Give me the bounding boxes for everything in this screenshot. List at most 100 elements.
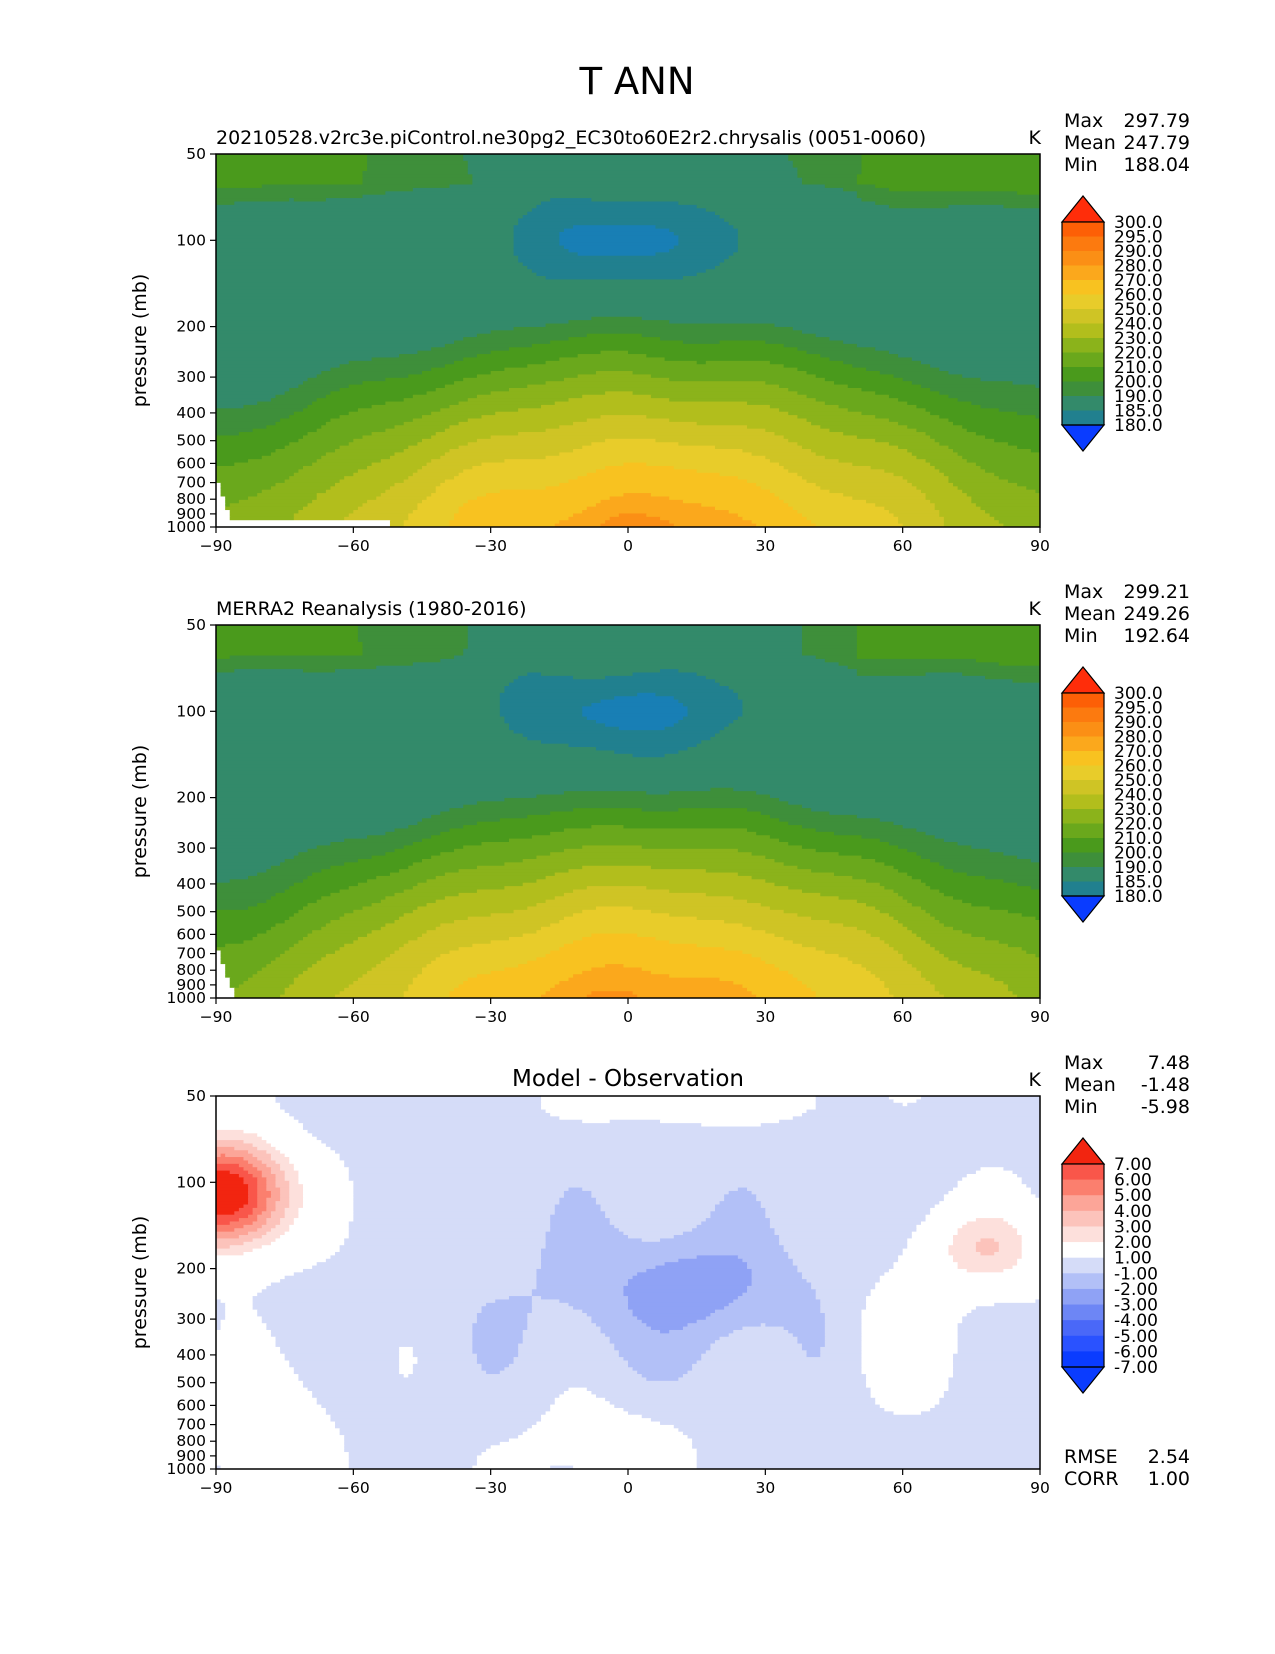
y-tick-label: 400 <box>176 404 206 422</box>
colorbar-label: 280.0 <box>1114 728 1163 748</box>
colorbar-label: 220.0 <box>1114 344 1163 364</box>
stat-label: Max <box>1064 110 1103 132</box>
y-tick-label: 50 <box>186 616 206 634</box>
x-tick-label: −30 <box>474 537 507 555</box>
stat-label: Mean <box>1064 132 1116 154</box>
stat-value: 247.79 <box>1124 132 1190 154</box>
y-tick-label: 300 <box>176 1310 206 1328</box>
colorbar-label: 290.0 <box>1114 713 1163 733</box>
x-tick-label: 90 <box>1030 1008 1050 1026</box>
y-tick-label: 500 <box>176 432 206 450</box>
x-tick-label: 0 <box>623 537 633 555</box>
y-tick-label: 200 <box>176 318 206 336</box>
colorbar-label: -3.00 <box>1114 1296 1158 1316</box>
y-tick-label: 600 <box>176 454 206 472</box>
units-label: K <box>1029 127 1042 149</box>
y-tick-label: 900 <box>176 976 206 994</box>
field-1 <box>216 154 1040 527</box>
units-label: K <box>1029 1069 1042 1091</box>
stat-label: CORR <box>1064 1468 1119 1490</box>
colorbar-label: 295.0 <box>1114 699 1163 719</box>
stat-label: Max <box>1064 581 1103 603</box>
stat-label: Mean <box>1064 603 1116 625</box>
colorbar-label: 260.0 <box>1114 286 1163 306</box>
y-axis-label: pressure (mb) <box>129 745 151 879</box>
y-tick-label: 700 <box>176 1416 206 1434</box>
stat-label: Min <box>1064 625 1098 647</box>
stat-label: Min <box>1064 1096 1098 1118</box>
y-tick-label: 600 <box>176 925 206 943</box>
colorbar-label: 230.0 <box>1114 329 1163 349</box>
panel-2: MERRA2 Reanalysis (1980-2016) K −90 −60 −30 0… <box>129 581 1190 1026</box>
y-tick-label: 50 <box>186 145 206 163</box>
y-tick-label: 600 <box>176 1396 206 1414</box>
x-tick-label: −90 <box>200 1479 233 1497</box>
x-tick-label: −90 <box>200 537 233 555</box>
stat-label: RMSE <box>1064 1446 1118 1468</box>
colorbar-label: 270.0 <box>1114 271 1163 291</box>
y-tick-label: 700 <box>176 474 206 492</box>
x-tick-label: −30 <box>474 1008 507 1026</box>
panel-title: 20210528.v2rc3e.piControl.ne30pg2_EC30to… <box>216 127 926 149</box>
panel-title: MERRA2 Reanalysis (1980-2016) <box>216 598 527 620</box>
colorbar-label: 300.0 <box>1114 213 1163 233</box>
stat-value: 1.00 <box>1148 1468 1190 1490</box>
y-tick-label: 1000 <box>167 518 206 536</box>
colorbar-label: 260.0 <box>1114 757 1163 777</box>
colorbar-label: 250.0 <box>1114 771 1163 791</box>
colorbar-label: 180.0 <box>1114 887 1163 907</box>
colorbar-label: 5.00 <box>1114 1186 1152 1206</box>
colorbar-label: 230.0 <box>1114 800 1163 820</box>
stat-value: 188.04 <box>1124 154 1190 176</box>
stat-value: 7.48 <box>1148 1052 1190 1074</box>
stat-value: 2.54 <box>1148 1446 1190 1468</box>
colorbar-label: 185.0 <box>1114 402 1163 422</box>
units-label: K <box>1029 598 1042 620</box>
x-tick-label: −60 <box>337 537 370 555</box>
y-tick-label: 1000 <box>167 1460 206 1478</box>
x-tick-label: 30 <box>755 537 775 555</box>
colorbar-label: -1.00 <box>1114 1264 1158 1284</box>
colorbar-label: 295.0 <box>1114 228 1163 248</box>
y-tick-label: 400 <box>176 1346 206 1364</box>
x-tick-label: 30 <box>755 1008 775 1026</box>
colorbar-label: 270.0 <box>1114 742 1163 762</box>
colorbar-label: 3.00 <box>1114 1217 1152 1237</box>
x-tick-label: 60 <box>893 1008 913 1026</box>
colorbar: 300.0295.0290.0280.0270.0260.0250.0240.0… <box>1060 666 1163 923</box>
colorbar: 300.0295.0290.0280.0270.0260.0250.0240.0… <box>1060 195 1163 452</box>
y-tick-label: 100 <box>176 1173 206 1191</box>
field-3 <box>216 1096 1040 1469</box>
colorbar-label: 185.0 <box>1114 873 1163 893</box>
stat-value: 249.26 <box>1124 603 1190 625</box>
panel-3: Model - Observation K −90 −60 −30 0 30 60 90 50 10… <box>129 1052 1190 1497</box>
y-tick-label: 800 <box>176 490 206 508</box>
panel-title: Model - Observation <box>512 1066 744 1092</box>
colorbar-label: 300.0 <box>1114 684 1163 704</box>
colorbar-label: 7.00 <box>1114 1155 1152 1175</box>
y-tick-label: 100 <box>176 702 206 720</box>
colorbar-label: 200.0 <box>1114 373 1163 393</box>
colorbar-label: 240.0 <box>1114 315 1163 335</box>
y-tick-label: 200 <box>176 789 206 807</box>
y-tick-label: 300 <box>176 839 206 857</box>
x-tick-label: −90 <box>200 1008 233 1026</box>
y-tick-label: 900 <box>176 505 206 523</box>
colorbar-label: -2.00 <box>1114 1280 1158 1300</box>
x-tick-label: −60 <box>337 1008 370 1026</box>
x-tick-label: −60 <box>337 1479 370 1497</box>
colorbar-label: 4.00 <box>1114 1202 1152 1222</box>
colorbar-label: 240.0 <box>1114 786 1163 806</box>
x-tick-label: 0 <box>623 1479 633 1497</box>
x-tick-label: 30 <box>755 1479 775 1497</box>
y-tick-label: 50 <box>186 1087 206 1105</box>
colorbar-label: -4.00 <box>1114 1311 1158 1331</box>
colorbar-label: 190.0 <box>1114 387 1163 407</box>
stat-label: Max <box>1064 1052 1103 1074</box>
colorbar-label: 180.0 <box>1114 416 1163 436</box>
y-tick-label: 700 <box>176 945 206 963</box>
colorbar-label: 290.0 <box>1114 242 1163 262</box>
colorbar-label: 280.0 <box>1114 257 1163 277</box>
colorbar-label: 250.0 <box>1114 300 1163 320</box>
